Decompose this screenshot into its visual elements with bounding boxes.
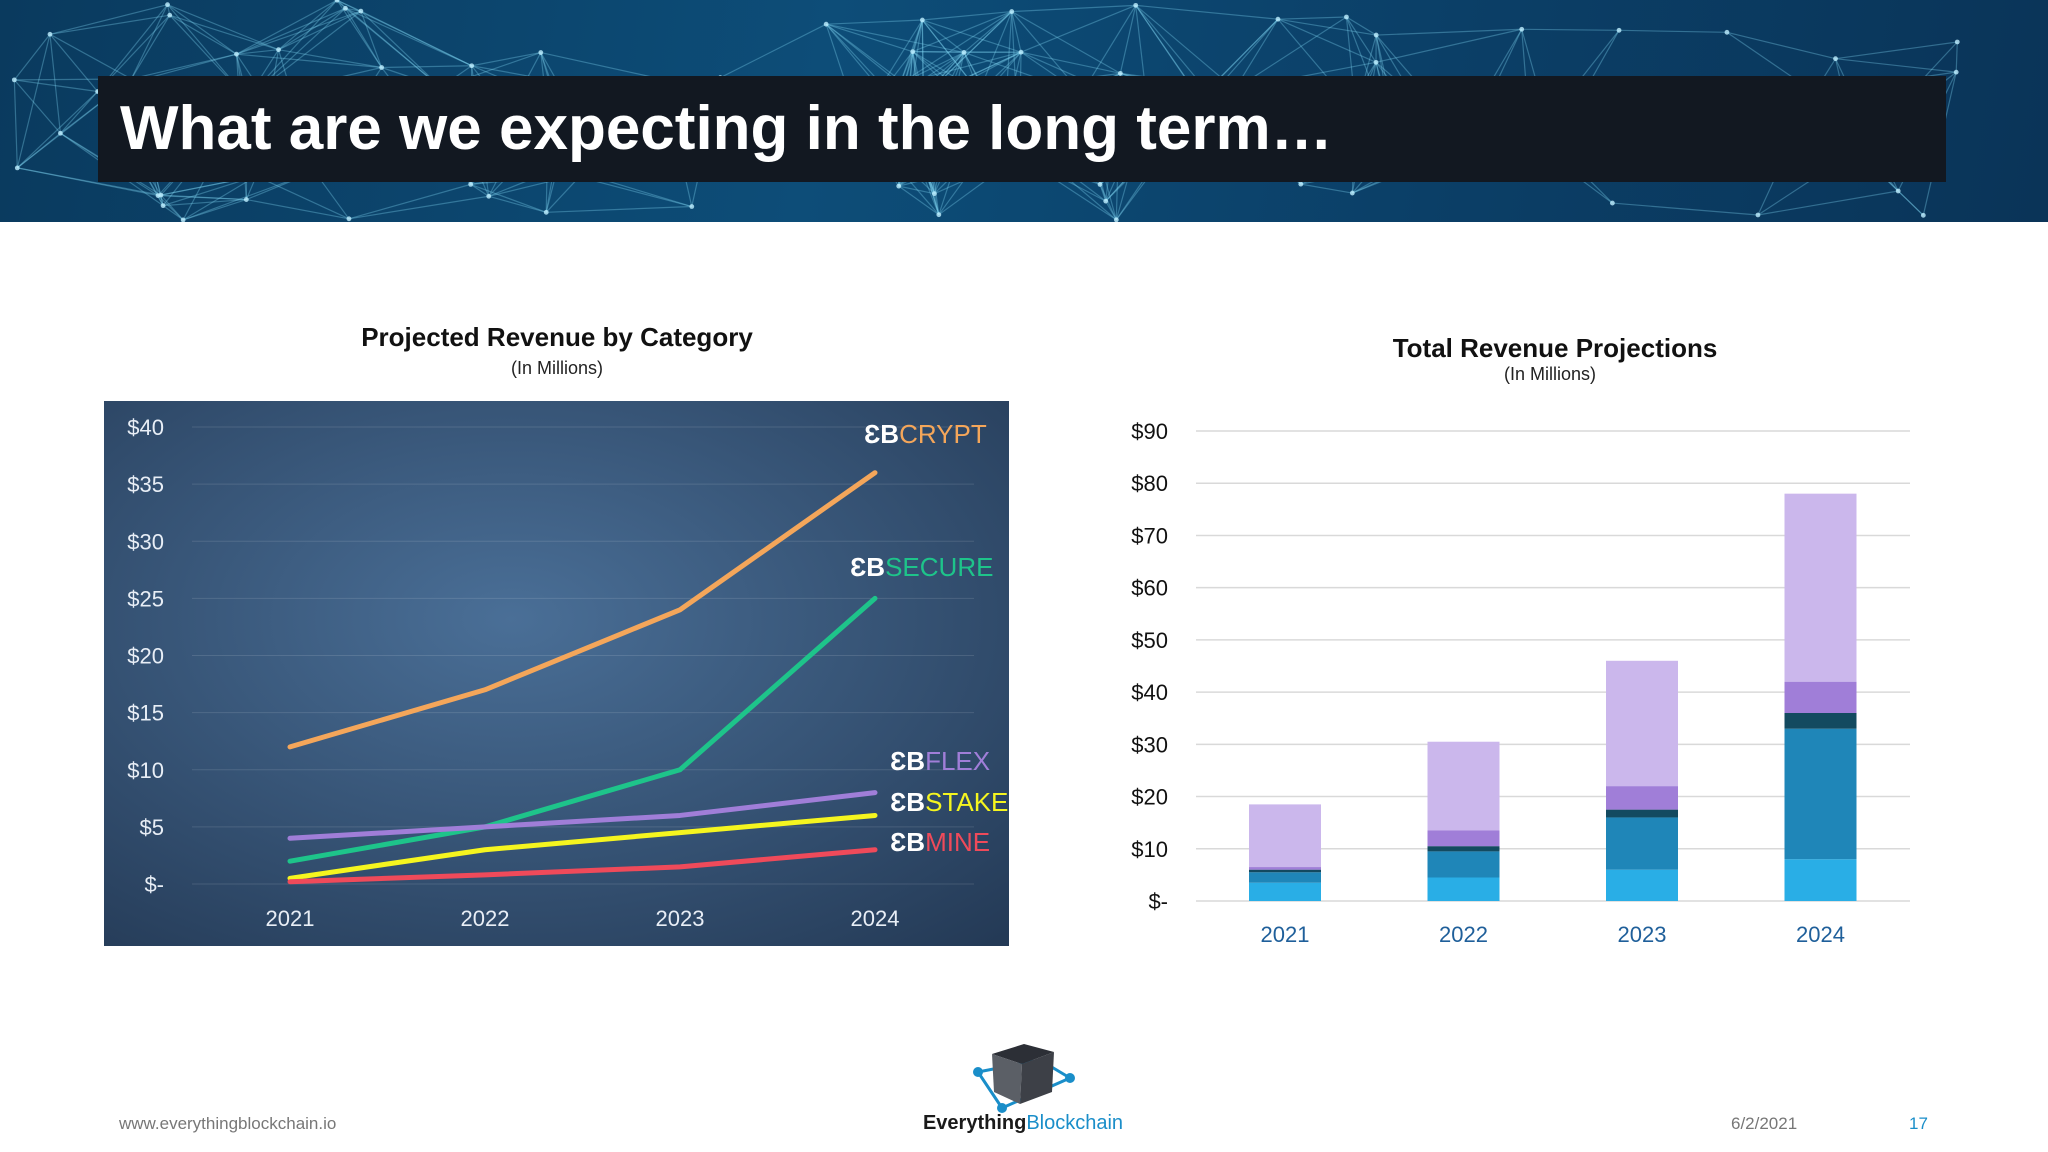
cube-logo-icon <box>973 1044 1075 1113</box>
bar-y-tick-label: $60 <box>1131 576 1168 601</box>
line-y-tick-label: $- <box>144 872 164 897</box>
line-chart: $- $5 $10 $15 $20 $25 $30 $35 $40 2021 2022 2023 202… <box>104 401 1009 946</box>
logo-brand-a: Everything <box>922 1112 1027 1134</box>
bar-y-tick-label: $80 <box>1131 471 1168 496</box>
series-line-crypt <box>287 470 878 750</box>
line-chart-panel: $- $5 $10 $15 $20 $25 $30 $35 $40 2021 2022 2023 202… <box>104 401 1009 946</box>
bar-segment <box>1784 728 1857 860</box>
line-y-tick-label: $10 <box>127 758 164 783</box>
line-chart-title: Projected Revenue by Category <box>361 322 753 352</box>
bar-x-tick-label: 2023 <box>1618 922 1667 947</box>
line-chart-background <box>104 401 1009 946</box>
bar-y-tick-label: $30 <box>1131 732 1168 757</box>
line-y-tick-label: $30 <box>127 529 164 554</box>
line-y-tick-label: $40 <box>127 415 164 440</box>
bar-chart: $- $10 $20 $30 $40 $50 $60 $70 $80 $90 2021 2022 202… <box>1131 419 1910 947</box>
series-line-flex <box>287 790 878 841</box>
bar-segment <box>1249 867 1321 870</box>
line-x-tick-label: 2024 <box>851 906 900 931</box>
logo-brand-b: Blockchain <box>1026 1112 1124 1134</box>
bar-y-tick-label: $90 <box>1131 419 1168 444</box>
bar-y-tick-label: $20 <box>1131 785 1168 810</box>
line-y-tick-label: $25 <box>127 586 164 611</box>
bar-segment <box>1427 741 1500 831</box>
bar-segment <box>1784 493 1857 682</box>
bar-y-tick-label: $70 <box>1131 523 1168 548</box>
bar-y-tick-label: $- <box>1148 889 1168 914</box>
bar-segment <box>1784 681 1857 713</box>
slide-title: What are we expecting in the long term… <box>120 94 1333 163</box>
bar-segment <box>1249 804 1321 868</box>
bar-x-tick-label: 2024 <box>1796 922 1845 947</box>
bar-chart-title: Total Revenue Projections <box>1392 333 1718 363</box>
bar-y-tick-label: $50 <box>1131 628 1168 653</box>
line-y-tick-label: $35 <box>127 472 164 497</box>
bar-segment <box>1249 882 1321 901</box>
company-logo: EverythingBlockchain <box>920 1038 1126 1138</box>
bar-segment <box>1427 851 1500 878</box>
line-y-tick-label: $20 <box>127 644 164 669</box>
bar-segment <box>1784 859 1857 901</box>
bar-segment <box>1606 869 1678 901</box>
bar-segment <box>1427 830 1500 847</box>
bar-segment <box>1606 817 1678 870</box>
series-line-stake <box>287 812 878 881</box>
bar-segment <box>1249 872 1321 883</box>
series-label-secure: ƐBSECURE <box>850 552 993 582</box>
series-line-mine <box>287 847 878 885</box>
bar-segment <box>1606 660 1678 787</box>
footer-date: 6/2/2021 <box>1731 1114 1798 1133</box>
line-chart-subtitle: (In Millions) <box>510 358 603 378</box>
bar-segment <box>1784 713 1857 729</box>
logo-wordmark: EverythingBlockchain <box>920 1112 1126 1135</box>
footer-url[interactable]: www.everythingblockchain.io <box>119 1114 337 1133</box>
line-x-tick-label: 2022 <box>461 906 510 931</box>
series-label-crypt: ƐBCRYPT <box>864 419 987 449</box>
line-y-tick-label: $5 <box>140 815 164 840</box>
bar-y-tick-label: $10 <box>1131 837 1168 862</box>
line-y-tick-label: $15 <box>127 701 164 726</box>
bar-x-tick-label: 2022 <box>1439 922 1488 947</box>
series-label-flex: ƐBFLEX <box>890 746 990 776</box>
line-x-tick-label: 2021 <box>266 906 315 931</box>
series-line-secure <box>287 595 878 864</box>
bar-segment <box>1427 877 1500 901</box>
bar-chart-panel: $- $10 $20 $30 $40 $50 $60 $70 $80 $90 2021 2022 202… <box>1100 400 1940 960</box>
page-number: 17 <box>1909 1114 1928 1133</box>
line-x-tick-label: 2023 <box>656 906 705 931</box>
bar-segment <box>1427 846 1500 852</box>
bar-x-tick-label: 2021 <box>1261 922 1310 947</box>
series-label-mine: ƐBMINE <box>890 827 990 857</box>
bar-segment <box>1606 809 1678 818</box>
bar-segment <box>1606 786 1678 810</box>
title-bar: What are we expecting in the long term… <box>98 76 1946 182</box>
bar-y-tick-label: $40 <box>1131 680 1168 705</box>
series-label-stake: ƐBSTAKE <box>890 787 1008 817</box>
bar-chart-subtitle: (In Millions) <box>1503 364 1596 384</box>
bar-segment <box>1249 869 1321 873</box>
